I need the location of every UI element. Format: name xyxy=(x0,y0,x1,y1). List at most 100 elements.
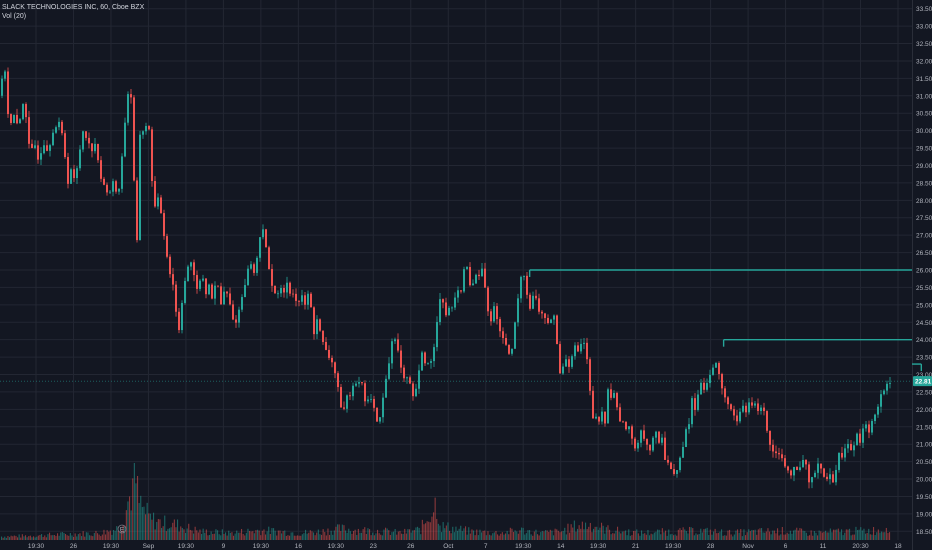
y-tick-label: 21.00 xyxy=(916,442,932,449)
volume-bar xyxy=(5,537,7,540)
volume-bar xyxy=(349,531,351,540)
volume-bar xyxy=(610,534,612,540)
x-tick-label: 28 xyxy=(707,543,715,550)
volume-bar xyxy=(829,528,831,540)
candle-body xyxy=(868,424,870,433)
candle-body xyxy=(676,470,678,474)
volume-bar xyxy=(303,533,305,540)
volume-bar xyxy=(367,528,369,540)
volume-bar xyxy=(593,528,595,540)
volume-bar xyxy=(809,535,811,540)
candle-body xyxy=(286,282,288,293)
candle-body xyxy=(775,451,777,454)
x-tick-label: 19:30 xyxy=(28,543,45,550)
volume-bar xyxy=(849,528,851,540)
volume-bar xyxy=(578,525,580,540)
volume-bar xyxy=(524,534,526,540)
volume-legend[interactable]: Vol (20) xyxy=(2,13,27,20)
volume-bar xyxy=(194,526,196,540)
volume-bar xyxy=(799,528,801,540)
symbol-legend[interactable]: SLACK TECHNOLOGIES INC, 60, Cboe BZX xyxy=(2,4,145,11)
candle-body xyxy=(742,405,744,412)
candle-body xyxy=(319,319,321,331)
candle-body xyxy=(277,293,279,295)
volume-bar xyxy=(85,532,87,540)
volume-bar xyxy=(772,530,774,540)
candle-body xyxy=(199,280,201,289)
volume-bar xyxy=(780,534,782,540)
candle-body xyxy=(385,378,387,398)
volume-bar xyxy=(604,533,606,540)
candle-body xyxy=(730,404,732,410)
volume-bar xyxy=(769,531,771,540)
candle-body xyxy=(565,359,567,367)
volume-bar xyxy=(612,533,614,540)
candle-body xyxy=(79,149,81,169)
candle-body xyxy=(283,287,285,293)
candle-body xyxy=(13,114,15,124)
volume-bar xyxy=(61,532,63,540)
candle-body xyxy=(91,143,93,152)
candle-body xyxy=(520,276,522,299)
volume-bar xyxy=(319,534,321,540)
candle-body xyxy=(697,394,699,410)
y-tick-label: 24.50 xyxy=(916,320,932,327)
candle-body xyxy=(37,145,39,160)
volume-bar xyxy=(284,530,286,540)
volume-bar xyxy=(565,534,567,540)
volume-bar xyxy=(330,530,332,540)
candle-body xyxy=(94,143,96,152)
volume-bar xyxy=(775,533,777,540)
volume-bar xyxy=(217,530,219,540)
candle-body xyxy=(151,129,153,182)
volume-bar xyxy=(145,514,147,540)
candle-body xyxy=(640,430,642,443)
candle-body xyxy=(76,168,78,179)
candle-body xyxy=(397,339,399,351)
volume-bar xyxy=(282,531,284,540)
volume-bar xyxy=(333,530,335,540)
candle-body xyxy=(820,463,822,469)
candle-body xyxy=(388,363,390,379)
volume-bar xyxy=(34,537,36,540)
candle-body xyxy=(547,317,549,324)
y-tick-label: 28.50 xyxy=(916,180,932,187)
volume-bar xyxy=(697,534,699,540)
volume-bar xyxy=(692,528,694,540)
volume-bar xyxy=(386,528,388,540)
candle-body xyxy=(361,382,363,384)
candle-body xyxy=(163,213,165,237)
candle-body xyxy=(814,472,816,478)
y-tick-label: 31.50 xyxy=(916,76,932,83)
volume-bar xyxy=(31,537,33,540)
candle-body xyxy=(409,377,411,384)
volume-bar xyxy=(684,529,686,540)
volume-bar xyxy=(508,534,510,540)
candle-body xyxy=(160,197,162,214)
volume-bar xyxy=(546,530,548,540)
volume-bar xyxy=(679,528,681,540)
volume-bar xyxy=(348,528,350,540)
volume-bar xyxy=(124,525,126,540)
volume-bar xyxy=(210,531,212,540)
volume-bar xyxy=(767,528,769,540)
volume-bar xyxy=(629,535,631,540)
volume-bar xyxy=(68,535,70,540)
volume-bar xyxy=(477,535,479,540)
volume-bar xyxy=(501,532,503,540)
y-tick-label: 32.50 xyxy=(916,41,932,48)
candle-body xyxy=(253,264,255,273)
volume-bar xyxy=(548,532,550,540)
candle-body xyxy=(472,283,474,286)
volume-bar xyxy=(807,535,809,540)
volume-bar xyxy=(754,529,756,540)
volume-bar xyxy=(815,532,817,540)
volume-bar xyxy=(25,535,27,540)
volume-bar xyxy=(569,532,571,540)
candle-body xyxy=(328,349,330,358)
volume-bar xyxy=(60,532,62,540)
volume-bar xyxy=(449,530,451,540)
candle-body xyxy=(58,121,60,128)
